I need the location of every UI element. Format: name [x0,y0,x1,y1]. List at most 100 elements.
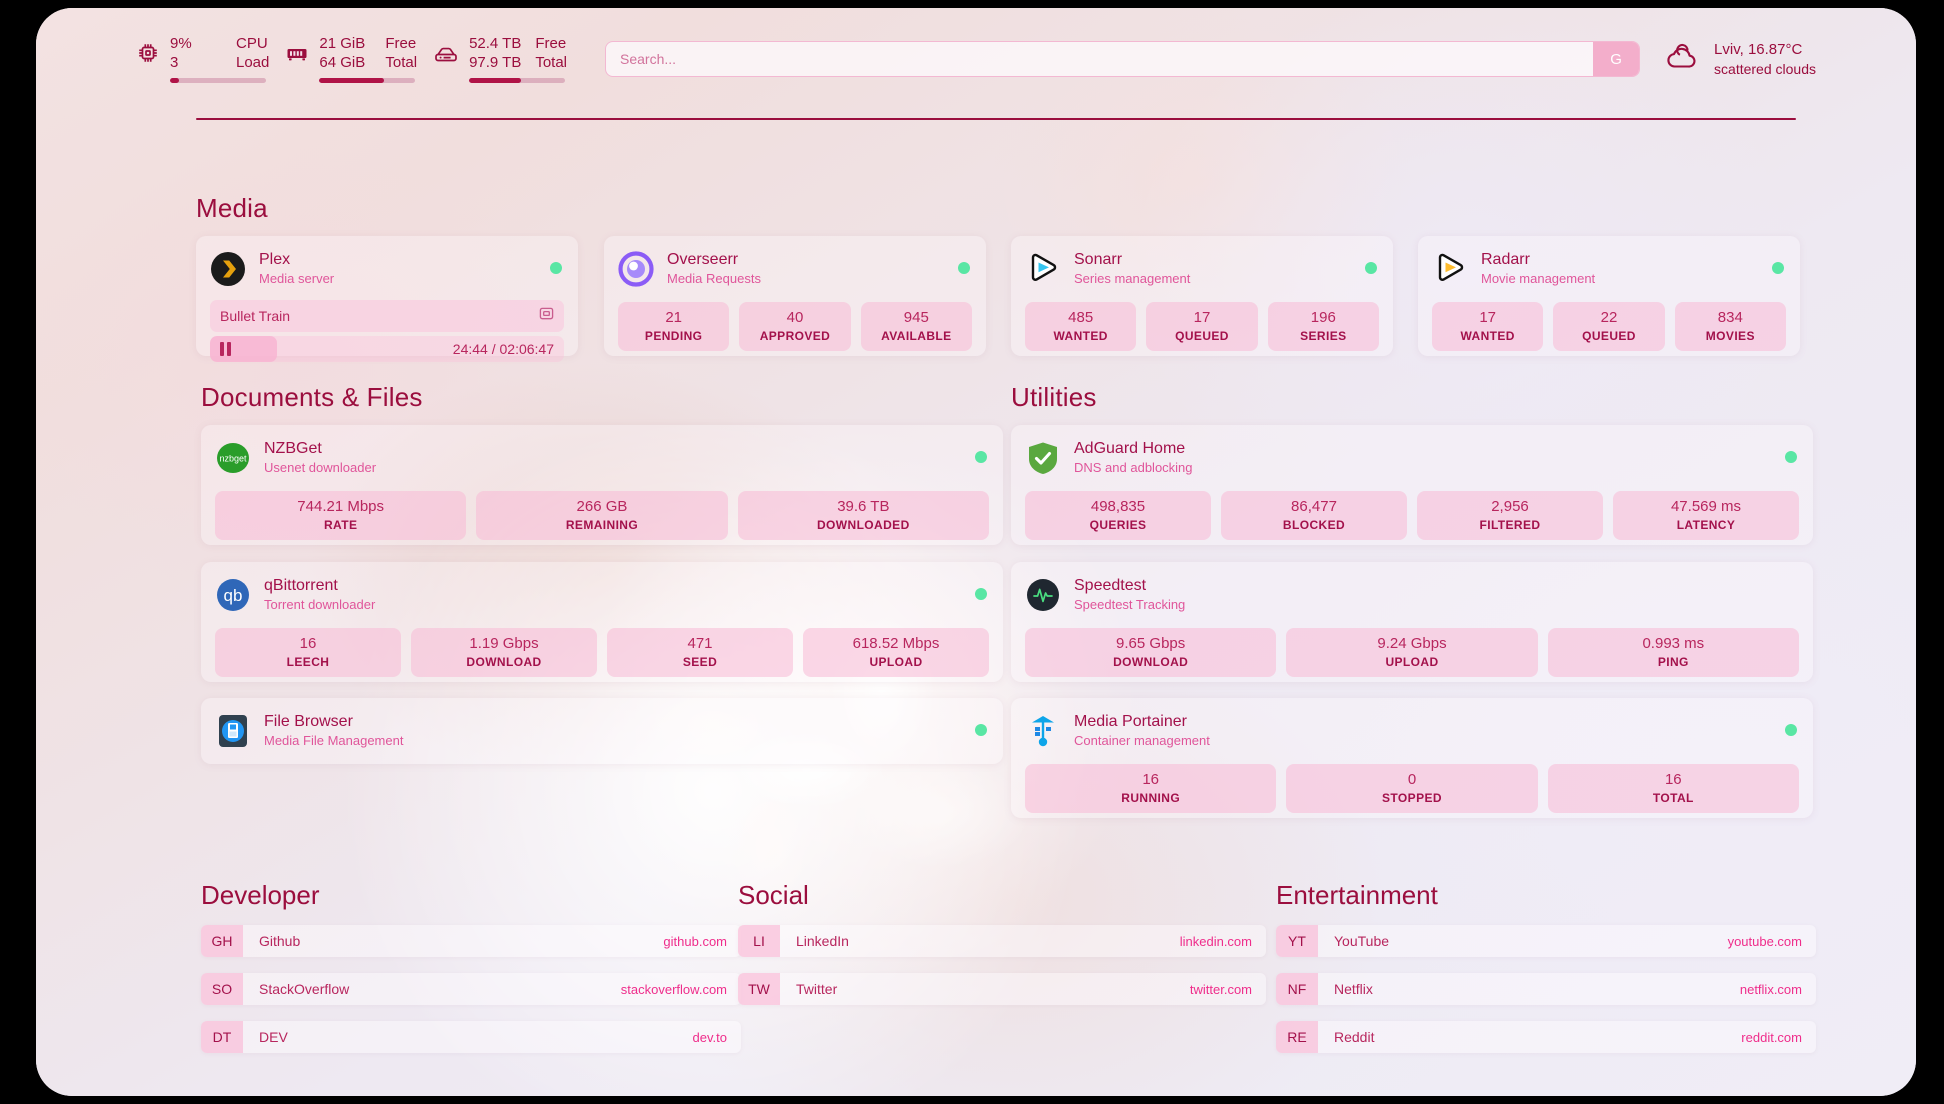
service-card-portainer[interactable]: Media Portainer Container management 16 … [1011,698,1813,818]
weather-widget[interactable]: Lviv, 16.87°C scattered clouds [1662,40,1816,78]
stat-tile: 744.21 Mbps RATE [215,490,467,541]
stat-value: 196 [1310,308,1336,326]
bookmark-item[interactable]: SO StackOverflow stackoverflow.com [201,973,741,1005]
overseerr-stats: 21 PENDING 40 APPROVED 945 AVAILABLE [618,301,972,352]
stat-label: DOWNLOADED [816,518,910,533]
weather-location-temp: Lviv, 16.87°C [1714,41,1803,59]
search-engine-button[interactable]: G [1593,42,1640,76]
bookmark-item[interactable]: GH Github github.com [201,925,741,957]
portainer-stats: 16 RUNNING 0 STOPPED 16 TOTAL [1025,763,1799,814]
bookmark-url: dev.to [692,1029,727,1045]
bookmark-label: Reddit [1334,1029,1375,1045]
speedtest-subtitle: Speedtest Tracking [1074,596,1186,612]
service-card-adguard[interactable]: AdGuard Home DNS and adblocking 498,835 … [1011,425,1813,545]
bookmark-group-title: Entertainment [1276,880,1438,910]
cpu-usage-value: 9% [170,34,192,52]
stat-label: DOWNLOAD [1113,655,1189,670]
stat-value: 9.24 Gbps [1377,634,1447,652]
filebrowser-subtitle: Media File Management [264,732,404,748]
bookmark-group-developer: Developer GH Github github.com SO StackO… [201,880,741,1069]
stat-tile: 266 GB REMAINING [476,490,728,541]
speedtest-icon [1025,577,1061,613]
section-title-documents: Documents & Files [201,382,423,412]
stat-value: 16 [1142,770,1159,788]
qbittorrent-name: qBittorrent [264,577,338,594]
stat-value: 834 [1717,308,1743,326]
speedtest-stats: 9.65 Gbps DOWNLOAD 9.24 Gbps UPLOAD 0.99… [1025,627,1799,678]
bookmark-group-social: Social LI LinkedIn linkedin.com TW Twitt… [738,880,1266,1021]
search-input[interactable] [606,42,1594,76]
adguard-name: AdGuard Home [1074,440,1186,457]
dashboard-page: 9% CPU 3 Load [36,8,1916,1096]
cast-icon[interactable] [539,306,554,326]
disk-label-top: Free [535,34,567,52]
stat-value: 40 [786,308,804,326]
stat-label: UPLOAD [869,655,923,670]
service-card-radarr[interactable]: Radarr Movie management 17 WANTED 22 QUE… [1418,236,1800,356]
stat-value: 266 GB [576,497,628,515]
adguard-icon [1025,440,1061,476]
pause-icon[interactable] [220,341,231,356]
bookmark-item[interactable]: DT DEV dev.to [201,1021,741,1053]
service-card-speedtest[interactable]: Speedtest Speedtest Tracking 9.65 Gbps D… [1011,562,1813,682]
stat-label: MOVIES [1705,329,1755,344]
stat-tile: 0.993 ms PING [1547,627,1799,678]
stat-label: SEED [682,655,718,670]
stat-label: DOWNLOAD [466,655,542,670]
bookmark-label: Twitter [796,981,838,997]
bookmark-label: LinkedIn [796,933,849,949]
stat-tile: 17 WANTED [1432,301,1544,352]
portainer-status-dot [1785,724,1797,736]
background-blossom-overlay [36,8,1916,1096]
service-card-qbittorrent[interactable]: qb qBittorrent Torrent downloader 16 LEE… [201,562,1003,682]
bookmark-item[interactable]: LI LinkedIn linkedin.com [738,925,1266,957]
service-card-overseerr[interactable]: Overseerr Media Requests 21 PENDING 40 A… [604,236,986,356]
service-card-filebrowser[interactable]: File Browser Media File Management [201,698,1003,764]
qbittorrent-subtitle: Torrent downloader [264,596,376,612]
stat-label: LEECH [286,655,330,670]
header-divider [196,118,1796,120]
stat-tile: 0 STOPPED [1286,763,1538,814]
stat-label: LATENCY [1676,518,1736,533]
memory-free-value: 21 GiB [319,34,366,52]
filebrowser-status-dot [975,724,987,736]
stat-tile: 196 SERIES [1267,301,1379,352]
playback-time: 24:44 / 02:06:47 [452,340,554,357]
stat-label: TOTAL [1652,791,1694,806]
system-stat-disk: 52.4 TB Free 97.9 TB Total [433,35,567,84]
service-card-nzbget[interactable]: nzbget NZBGet Usenet downloader 744.21 M… [201,425,1003,545]
stat-label: PING [1657,655,1689,670]
stat-label: FILTERED [1479,518,1541,533]
disk-icon [433,41,459,70]
stat-tile: 39.6 TB DOWNLOADED [737,490,989,541]
svg-text:nzbget: nzbget [219,453,247,463]
bookmark-url: twitter.com [1189,981,1252,997]
stat-label: RUNNING [1121,791,1181,806]
nzbget-stats: 744.21 Mbps RATE 266 GB REMAINING 39.6 T… [215,490,989,541]
weather-condition: scattered clouds [1714,60,1816,77]
file-browser-icon [215,713,251,749]
bookmark-abbr: NF [1276,973,1318,1005]
stat-tile: 40 APPROVED [739,301,851,352]
sonarr-subtitle: Series management [1074,270,1191,286]
bookmark-item[interactable]: YT YouTube youtube.com [1276,925,1816,957]
stat-label: STOPPED [1382,791,1442,806]
stat-value: 17 [1479,308,1496,326]
stat-tile: 945 AVAILABLE [860,301,972,352]
memory-label-top: Free [385,34,417,52]
bookmark-item[interactable]: RE Reddit reddit.com [1276,1021,1816,1053]
search-bar[interactable]: G [605,41,1641,77]
bookmark-url: stackoverflow.com [620,981,727,997]
service-card-sonarr[interactable]: Sonarr Series management 485 WANTED 17 Q… [1011,236,1393,356]
nzbget-status-dot [975,451,987,463]
service-card-plex[interactable]: Plex Media server Bullet Train [196,236,578,362]
stat-tile: 17 QUEUED [1146,301,1258,352]
bookmark-label: Github [259,933,301,949]
bookmark-item[interactable]: NF Netflix netflix.com [1276,973,1816,1005]
bookmark-url: github.com [663,933,727,949]
sonarr-status-dot [1365,262,1377,274]
stat-label: SERIES [1300,329,1347,344]
stat-value: 945 [903,308,929,326]
bookmark-item[interactable]: TW Twitter twitter.com [738,973,1266,1005]
stat-label: PENDING [644,329,703,344]
